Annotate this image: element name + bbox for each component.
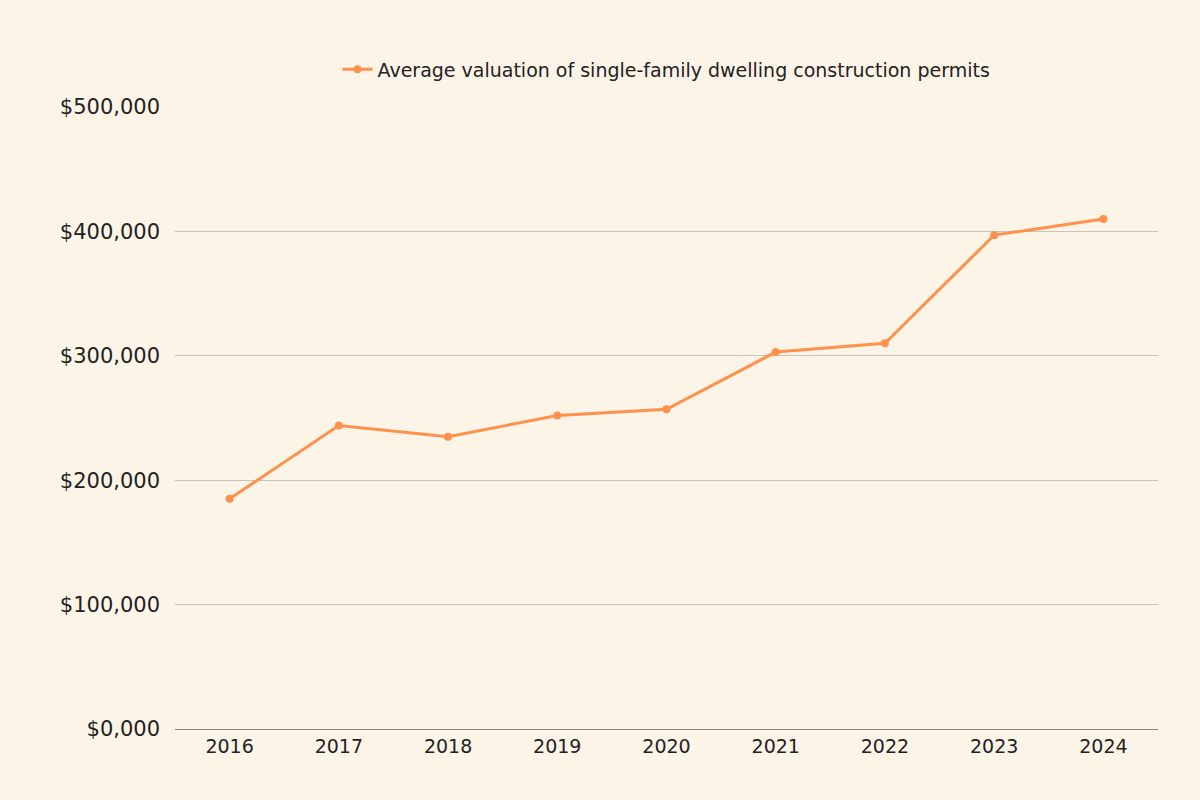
svg-text:2020: 2020 [642,735,690,757]
svg-text:$100,000: $100,000 [60,593,160,617]
svg-text:$400,000: $400,000 [60,220,160,244]
svg-text:2023: 2023 [970,735,1018,757]
svg-text:2016: 2016 [205,735,253,757]
svg-text:$300,000: $300,000 [60,344,160,368]
svg-text:$200,000: $200,000 [60,469,160,493]
svg-text:2018: 2018 [424,735,472,757]
svg-text:2019: 2019 [533,735,581,757]
svg-text:$0,000: $0,000 [87,717,160,741]
svg-text:$500,000: $500,000 [60,95,160,119]
svg-text:2022: 2022 [861,735,909,757]
svg-text:2021: 2021 [752,735,800,757]
svg-text:Average valuation of single-fa: Average valuation of single-family dwell… [378,59,990,81]
svg-text:2024: 2024 [1079,735,1127,757]
svg-text:2017: 2017 [315,735,363,757]
